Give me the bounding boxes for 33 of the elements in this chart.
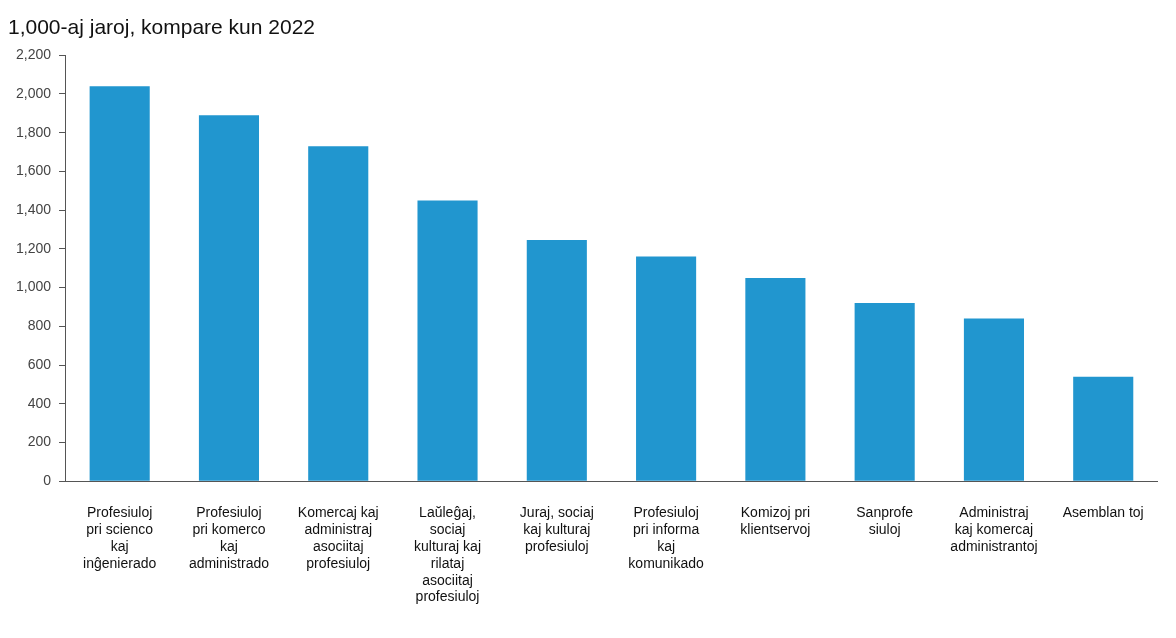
x-tick-label: Profesiuloj pri informa kaj komunikado (628, 504, 705, 571)
bar (308, 146, 369, 481)
bar (963, 318, 1024, 481)
bar (1073, 376, 1134, 481)
chart-title: 1,000-aj jaroj, kompare kun 2022 (8, 15, 316, 39)
y-tick-label: 1,200 (15, 239, 52, 256)
bar (854, 303, 915, 481)
x-tick-label: Juraj, sociaj kaj kulturaj profesiuloj (519, 504, 594, 555)
y-tick-label: 800 (27, 317, 52, 334)
bar (417, 200, 478, 481)
y-tick-label: 1,800 (15, 123, 52, 140)
bar (526, 240, 587, 481)
y-tick-label: 1,400 (15, 200, 52, 217)
x-tick-label: Administraj kaj komercaj administrantoj (950, 504, 1038, 555)
x-tick-label: Komercaj kaj administraj asociitaj profesiuloj (297, 504, 379, 571)
bar (636, 256, 697, 481)
y-tick-label: 0 (43, 472, 52, 489)
bar (198, 115, 260, 481)
y-tick-label: 1,600 (15, 162, 52, 179)
y-tick-label: 2,200 (15, 46, 52, 63)
x-tick-label: Komizoj pri klientservoj (740, 504, 811, 538)
y-tick-label: 2,000 (15, 84, 52, 101)
y-tick-label: 1,000 (15, 278, 52, 295)
x-tick-label: Laŭleĝaj, sociaj kulturaj kaj rilataj asociitaj profesiuloj (414, 504, 481, 605)
x-tick-label: Sanprofe siuloj (856, 504, 914, 538)
y-tick-label: 200 (27, 433, 52, 450)
y-tick-label: 600 (27, 355, 52, 372)
x-tick-label: Profesiuloj pri komerco kaj administrado (188, 504, 270, 571)
x-tick-label: Profesiuloj pri scienco kaj inĝenierado (83, 504, 157, 571)
x-tick-label: Asemblan toj (1062, 504, 1144, 521)
bar (745, 277, 806, 481)
bar (89, 86, 150, 481)
y-tick-label: 400 (27, 394, 52, 411)
